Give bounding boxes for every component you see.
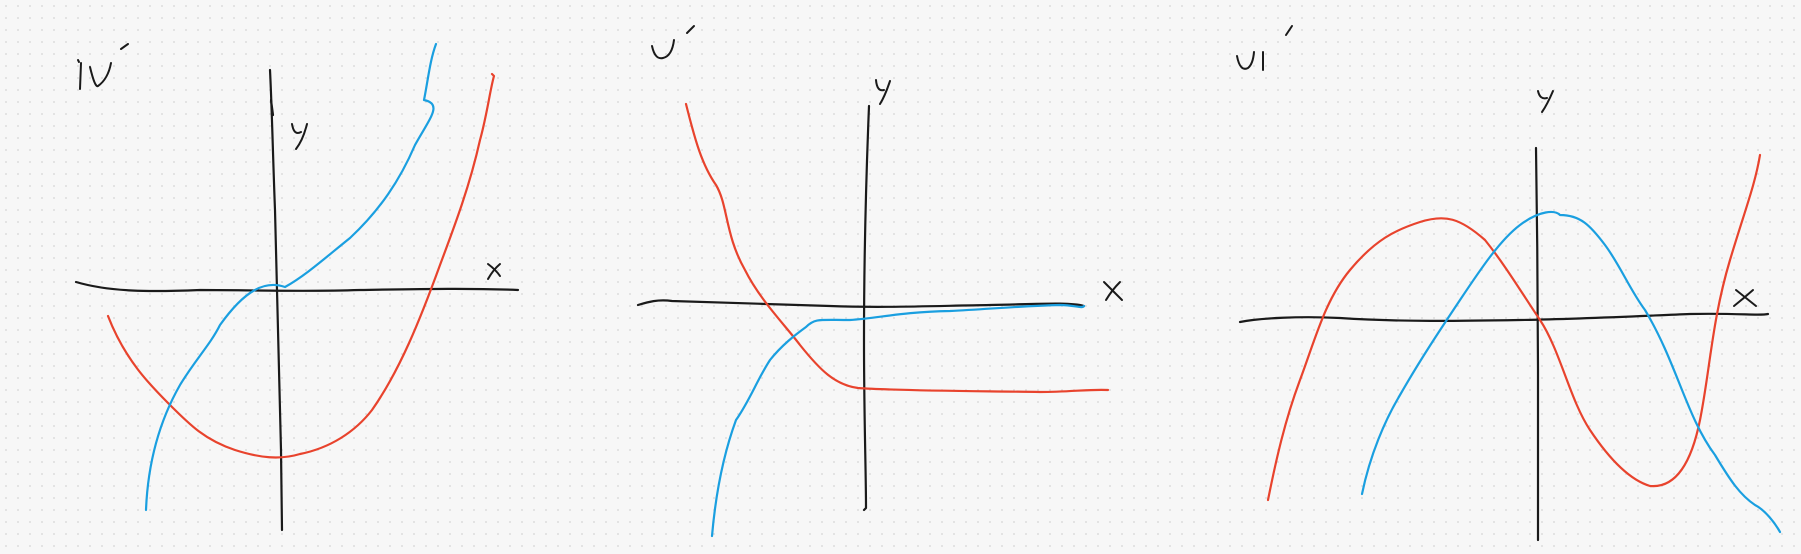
panel-vi-blue-curve	[1360, 210, 1782, 534]
panel-iv	[74, 42, 520, 532]
panel-iv-label	[77, 43, 129, 90]
panel-vi	[1236, 25, 1782, 542]
panel-vi-red-curve	[1266, 153, 1762, 502]
panel-iv-y-axis	[268, 68, 284, 532]
panel-iv-y-label	[291, 123, 308, 150]
panel-vi-label	[1236, 25, 1293, 71]
panel-v-y-label	[875, 79, 891, 105]
panel-v-x-label	[1103, 281, 1123, 301]
panel-v-label	[651, 25, 695, 60]
panel-iv-y-axis-tick	[269, 98, 275, 117]
panel-iv-blue-curve	[144, 42, 438, 512]
panel-iv-x-label	[487, 263, 501, 280]
panel-vi-y-label	[1537, 90, 1554, 113]
panel-vi-x-label	[1733, 289, 1757, 307]
panel-iv-x-axis	[74, 280, 520, 293]
panel-v-red-curve	[684, 102, 1110, 394]
panel-vi-x-axis	[1238, 312, 1770, 324]
panel-v-y-axis	[862, 104, 871, 512]
panel-v-blue-curve	[710, 303, 1086, 538]
panel-iv-red-curve	[106, 72, 496, 459]
panel-vi-y-axis	[1534, 146, 1540, 542]
panel-v	[636, 25, 1123, 538]
panel-v-x-axis	[636, 299, 1086, 308]
